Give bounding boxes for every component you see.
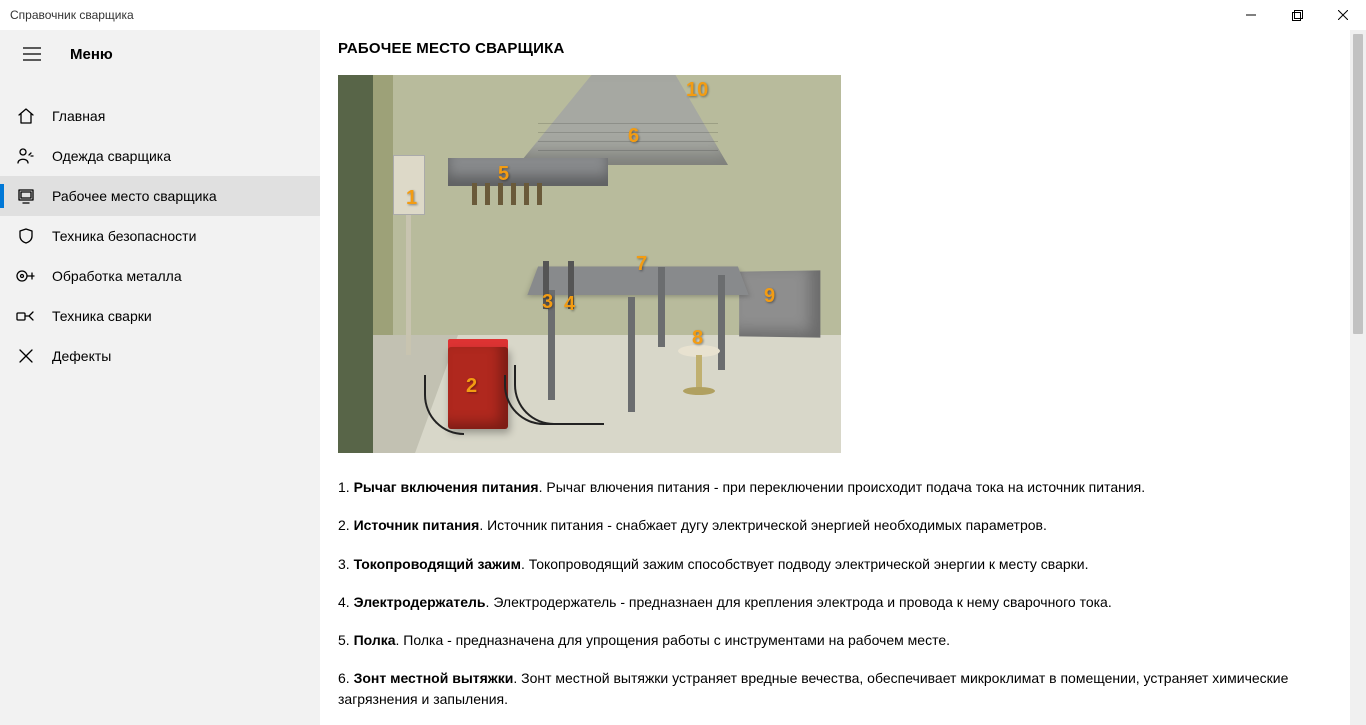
- nav-label: Техника сварки: [52, 308, 152, 324]
- nav-item-3[interactable]: Техника безопасности: [0, 216, 320, 256]
- saw-icon: [16, 266, 36, 286]
- desc-item-2: 2. Источник питания. Источник питания - …: [338, 515, 1332, 535]
- workplace-illustration: 1 2 34 5 6 7 8 9 10: [338, 75, 841, 453]
- shield-icon: [16, 226, 36, 246]
- nav-label: Дефекты: [52, 348, 111, 364]
- nav-label: Главная: [52, 108, 105, 124]
- maximize-button[interactable]: [1274, 0, 1320, 30]
- marker-10: 10: [686, 79, 708, 102]
- nav-item-0[interactable]: Главная: [0, 96, 320, 136]
- page-title: РАБОЧЕЕ МЕСТО СВАРЩИКА: [338, 40, 1332, 57]
- sidebar: Меню Главная Одежда сварщика Рабочее мес…: [0, 30, 320, 725]
- nav-item-6[interactable]: Дефекты: [0, 336, 320, 376]
- vertical-scrollbar[interactable]: [1350, 30, 1366, 725]
- marker-4: 4: [564, 293, 575, 316]
- nav-item-5[interactable]: Техника сварки: [0, 296, 320, 336]
- weld-icon: [16, 306, 36, 326]
- scroll-thumb[interactable]: [1353, 34, 1363, 334]
- marker-3: 3: [542, 291, 553, 314]
- marker-6: 6: [628, 125, 639, 148]
- nav-label: Техника безопасности: [52, 228, 196, 244]
- app-title: Справочник сварщика: [10, 8, 134, 22]
- minimize-button[interactable]: [1228, 0, 1274, 30]
- marker-8: 8: [692, 327, 703, 350]
- title-bar: Справочник сварщика: [0, 0, 1366, 30]
- marker-7: 7: [636, 253, 647, 276]
- nav-item-1[interactable]: Одежда сварщика: [0, 136, 320, 176]
- desc-item-6: 6. Зонт местной вытяжки. Зонт местной вы…: [338, 668, 1332, 709]
- nav-item-4[interactable]: Обработка металла: [0, 256, 320, 296]
- marker-5: 5: [498, 163, 509, 186]
- desc-item-1: 1. Рычаг включения питания. Рычаг влючен…: [338, 477, 1332, 497]
- desc-item-5: 5. Полка. Полка - предназначена для упро…: [338, 630, 1332, 650]
- content-area: РАБОЧЕЕ МЕСТО СВАРЩИКА: [320, 30, 1366, 725]
- description-list: 1. Рычаг включения питания. Рычаг влючен…: [338, 477, 1332, 709]
- close-button[interactable]: [1320, 0, 1366, 30]
- nav-list: Главная Одежда сварщика Рабочее место св…: [0, 96, 320, 376]
- hamburger-button[interactable]: [12, 34, 52, 74]
- nav-label: Обработка металла: [52, 268, 182, 284]
- marker-2: 2: [466, 375, 477, 398]
- marker-9: 9: [764, 285, 775, 308]
- monitor-icon: [16, 186, 36, 206]
- nav-label: Одежда сварщика: [52, 148, 171, 164]
- home-icon: [16, 106, 36, 126]
- sidebar-title: Меню: [70, 46, 113, 63]
- scissors-icon: [16, 346, 36, 366]
- nav-item-2[interactable]: Рабочее место сварщика: [0, 176, 320, 216]
- nav-label: Рабочее место сварщика: [52, 188, 217, 204]
- person-icon: [16, 146, 36, 166]
- desc-item-3: 3. Токопроводящий зажим. Токопроводящий …: [338, 554, 1332, 574]
- marker-1: 1: [406, 187, 417, 210]
- desc-item-4: 4. Электродержатель. Электродержатель - …: [338, 592, 1332, 612]
